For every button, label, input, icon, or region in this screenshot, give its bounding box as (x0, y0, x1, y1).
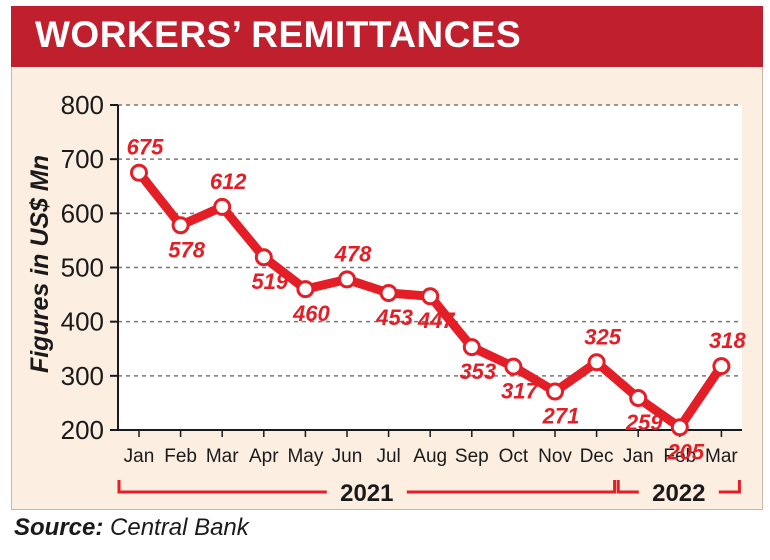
data-point (462, 338, 481, 357)
data-point (379, 283, 398, 302)
data-point (504, 357, 523, 376)
x-tick-label: Mar (705, 446, 738, 467)
x-tick-label: Apr (249, 446, 279, 467)
source-value: Central Bank (110, 514, 249, 541)
data-point (712, 357, 731, 376)
y-tick-label: 200 (61, 415, 104, 445)
data-label: 447 (417, 308, 456, 333)
x-tick-label: Mar (206, 446, 239, 467)
data-label: 453 (375, 305, 413, 330)
data-label: 519 (251, 269, 288, 294)
year-label: 2021 (340, 480, 393, 507)
x-tick-label: Oct (499, 446, 529, 467)
x-tick-label: Jun (332, 446, 363, 467)
x-tick-label: Jan (124, 446, 155, 467)
x-tick-label: Feb (663, 446, 696, 467)
data-label: 205 (666, 439, 704, 464)
year-label: 2022 (652, 480, 705, 507)
data-label: 271 (542, 404, 580, 429)
source-label: Source: (14, 514, 104, 541)
y-tick-label: 400 (61, 307, 104, 337)
x-tick-label: Dec (580, 446, 614, 467)
data-label: 578 (168, 237, 205, 262)
year-bracket (117, 480, 617, 494)
y-tick-label: 800 (61, 90, 104, 120)
data-label: 259 (625, 410, 663, 435)
data-point (213, 197, 232, 216)
data-point (254, 248, 273, 267)
x-tick-label: Jul (376, 446, 400, 467)
data-label: 675 (127, 135, 164, 160)
data-point (546, 382, 564, 401)
data-point (670, 418, 689, 437)
y-tick-label: 600 (61, 198, 104, 228)
x-tick-label: Sep (455, 446, 489, 467)
data-label: 317 (501, 379, 539, 404)
data-point (296, 280, 315, 299)
data-label: 318 (709, 328, 746, 353)
chart-title: WORKERS’ REMITTANCES (35, 14, 522, 55)
data-point (629, 389, 648, 408)
x-tick-label: Jan (623, 446, 654, 467)
x-tick-label: Aug (413, 446, 447, 467)
data-label: 353 (459, 359, 496, 384)
source-note: Source: Central Bank (14, 514, 249, 542)
year-bracket (616, 480, 741, 494)
y-tick-label: 500 (61, 253, 104, 283)
data-label: 460 (292, 301, 330, 326)
data-label: 325 (584, 324, 621, 349)
x-tick-label: Feb (164, 446, 197, 467)
y-axis-label: Figures in US$ Mn (26, 155, 54, 373)
data-point (587, 353, 606, 372)
data-point (130, 163, 148, 182)
x-tick-label: May (287, 446, 323, 467)
x-tick-label: Nov (538, 446, 572, 467)
data-label: 612 (210, 169, 247, 194)
y-tick-label: 300 (61, 361, 104, 391)
data-point (171, 216, 190, 235)
data-point (421, 287, 440, 306)
title-bar: WORKERS’ REMITTANCES (11, 6, 763, 67)
y-tick-label: 700 (61, 144, 104, 174)
data-label: 478 (334, 241, 372, 266)
data-point (338, 270, 356, 289)
